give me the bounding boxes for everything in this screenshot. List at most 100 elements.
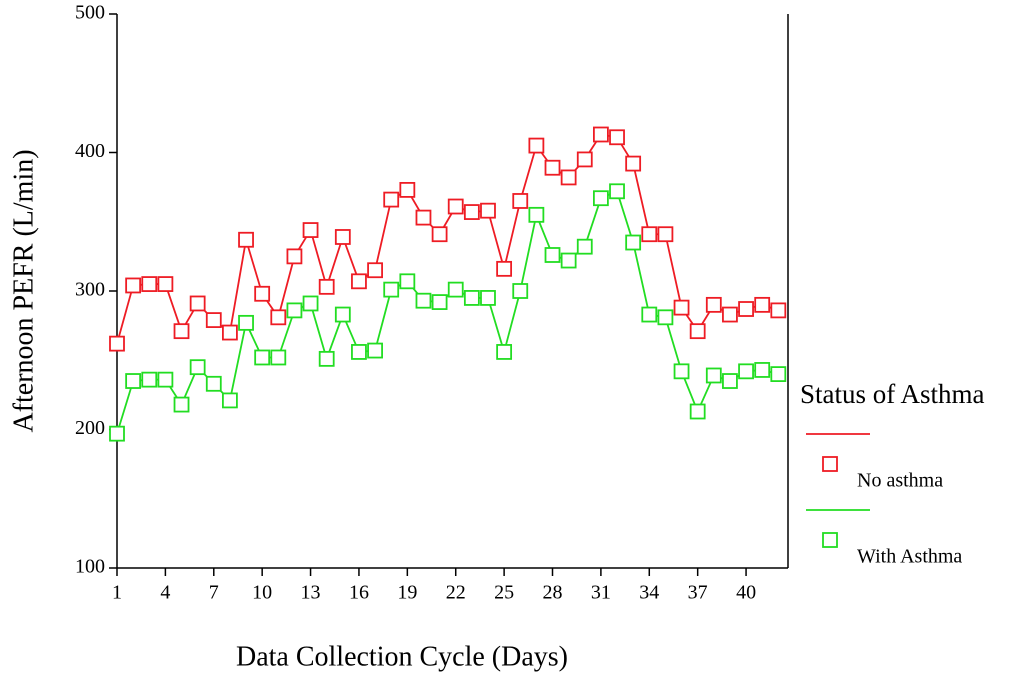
y-tick-label: 500 bbox=[75, 2, 105, 24]
x-tick-label: 28 bbox=[543, 582, 563, 604]
data-point bbox=[625, 155, 642, 172]
data-point bbox=[641, 226, 658, 243]
legend-label: With Asthma bbox=[857, 546, 962, 568]
data-point bbox=[383, 191, 400, 208]
data-point bbox=[205, 375, 222, 392]
x-axis-title: Data Collection Cycle (Days) bbox=[236, 641, 568, 672]
x-tick-label: 7 bbox=[209, 582, 219, 604]
data-point bbox=[222, 392, 238, 409]
data-point bbox=[770, 302, 787, 319]
y-tick-label: 200 bbox=[75, 417, 105, 439]
x-tick-label: 31 bbox=[591, 582, 611, 604]
data-point bbox=[609, 129, 625, 146]
data-point bbox=[592, 126, 609, 143]
data-point bbox=[415, 292, 432, 309]
data-point bbox=[334, 306, 351, 323]
data-point bbox=[722, 373, 738, 389]
x-tick-label: 1 bbox=[112, 582, 122, 604]
data-point bbox=[367, 262, 383, 279]
x-tick-label: 4 bbox=[160, 582, 170, 604]
data-point bbox=[657, 309, 674, 326]
data-point bbox=[673, 299, 690, 316]
data-point bbox=[754, 296, 771, 313]
x-tick-label: 19 bbox=[397, 582, 417, 604]
data-point bbox=[496, 344, 513, 360]
data-point bbox=[512, 193, 529, 209]
data-point bbox=[641, 306, 658, 323]
data-point bbox=[222, 324, 238, 341]
data-point bbox=[399, 273, 416, 290]
data-point bbox=[286, 302, 303, 319]
data-point bbox=[657, 226, 674, 243]
data-point bbox=[592, 190, 609, 207]
data-point bbox=[544, 159, 561, 176]
data-point bbox=[302, 295, 319, 312]
data-point bbox=[415, 209, 432, 226]
data-point bbox=[512, 283, 529, 299]
legend-label: No asthma bbox=[857, 470, 943, 492]
data-point bbox=[447, 281, 464, 298]
data-point bbox=[576, 238, 593, 255]
data-point bbox=[334, 229, 351, 245]
data-point bbox=[173, 323, 190, 340]
data-point bbox=[576, 151, 593, 168]
data-point bbox=[254, 285, 271, 302]
data-point bbox=[367, 342, 383, 359]
x-tick-label: 37 bbox=[688, 582, 708, 604]
x-tick-label: 25 bbox=[494, 582, 514, 604]
data-point bbox=[270, 309, 287, 326]
x-tick-label: 10 bbox=[252, 582, 272, 604]
y-axis-title: Afternoon PEFR (L/min) bbox=[8, 149, 39, 432]
data-point bbox=[286, 248, 303, 265]
y-tick-label: 400 bbox=[75, 140, 105, 162]
data-point bbox=[480, 290, 496, 306]
data-point bbox=[157, 276, 174, 292]
data-point bbox=[463, 290, 480, 306]
x-tick-label: 16 bbox=[349, 582, 369, 604]
data-point bbox=[560, 252, 577, 269]
data-point bbox=[270, 349, 287, 366]
data-point bbox=[431, 226, 448, 243]
y-tick-label: 100 bbox=[75, 556, 105, 578]
legend-marker bbox=[822, 456, 838, 472]
data-point bbox=[705, 296, 722, 313]
data-point bbox=[109, 425, 125, 442]
data-point bbox=[738, 301, 754, 317]
data-point bbox=[738, 363, 754, 380]
x-tick-label: 34 bbox=[639, 582, 659, 604]
data-point bbox=[480, 202, 496, 219]
data-point bbox=[302, 222, 319, 238]
data-point bbox=[689, 323, 706, 340]
data-point bbox=[189, 295, 206, 312]
data-point bbox=[173, 396, 190, 413]
data-point bbox=[125, 373, 142, 389]
data-point bbox=[318, 278, 335, 295]
data-point bbox=[625, 234, 642, 251]
data-point bbox=[463, 204, 480, 220]
data-point bbox=[205, 312, 222, 328]
data-point bbox=[141, 371, 158, 388]
data-point bbox=[383, 281, 400, 298]
data-point bbox=[722, 306, 738, 323]
data-point bbox=[351, 344, 367, 360]
data-point bbox=[109, 335, 125, 352]
data-point bbox=[609, 183, 625, 200]
data-point bbox=[689, 403, 706, 420]
data-point bbox=[770, 366, 787, 383]
data-point bbox=[754, 362, 771, 378]
data-point bbox=[125, 277, 142, 294]
x-tick-label: 22 bbox=[446, 582, 466, 604]
data-point bbox=[399, 181, 416, 198]
data-point bbox=[254, 349, 271, 366]
x-tick-label: 13 bbox=[301, 582, 321, 604]
data-point bbox=[431, 294, 448, 310]
data-point bbox=[157, 371, 174, 388]
data-point bbox=[528, 206, 545, 223]
data-point bbox=[238, 314, 254, 331]
data-point bbox=[496, 260, 513, 277]
data-point bbox=[189, 359, 206, 376]
x-tick-label: 40 bbox=[736, 582, 756, 604]
data-point bbox=[447, 198, 464, 215]
